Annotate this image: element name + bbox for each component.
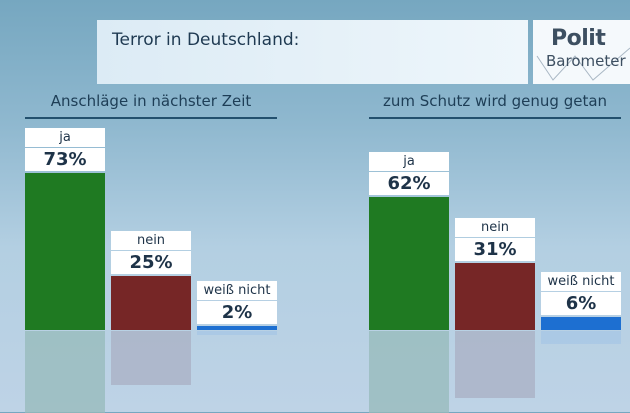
category-label: nein: [455, 218, 535, 238]
chart-title: Anschläge in nächster Zeit: [50, 92, 252, 110]
checkmark-icon: [536, 47, 630, 81]
bar-weiss-nicht: [197, 325, 277, 330]
bar-reflection: [369, 331, 449, 413]
value-label: 25%: [111, 251, 191, 275]
page-title: Terror in Deutschland:: [112, 30, 300, 50]
category-label: ja: [369, 151, 449, 171]
chart-title-underline: [369, 117, 621, 119]
bar-ja: [25, 173, 105, 330]
value-label: 6%: [541, 292, 621, 316]
bar-reflection: [111, 331, 191, 385]
bar-ja: [369, 196, 449, 330]
logo-polit-text: Polit: [551, 26, 606, 51]
bar-nein: [455, 263, 535, 330]
logo-barometer-text: Barometer: [546, 52, 626, 70]
bar-reflection: [455, 331, 535, 398]
bar-weiss-nicht: [541, 317, 621, 330]
politbarometer-logo: Polit Barometer: [533, 20, 630, 84]
bar-reflection: [197, 331, 277, 336]
category-label: ja: [25, 128, 105, 148]
category-label: weiß nicht: [541, 272, 621, 292]
bar-reflection: [541, 331, 621, 344]
category-label: weiß nicht: [197, 280, 277, 300]
value-label: 31%: [455, 238, 535, 262]
value-label: 73%: [25, 148, 105, 172]
value-label: 2%: [197, 300, 277, 324]
bar-nein: [111, 276, 191, 330]
title-box: Terror in Deutschland:: [97, 20, 528, 84]
category-label: nein: [111, 231, 191, 251]
bar-reflection: [25, 331, 105, 413]
chart-title-underline: [25, 117, 277, 119]
chart-title: zum Schutz wird genug getan: [382, 92, 608, 110]
value-label: 62%: [369, 171, 449, 195]
